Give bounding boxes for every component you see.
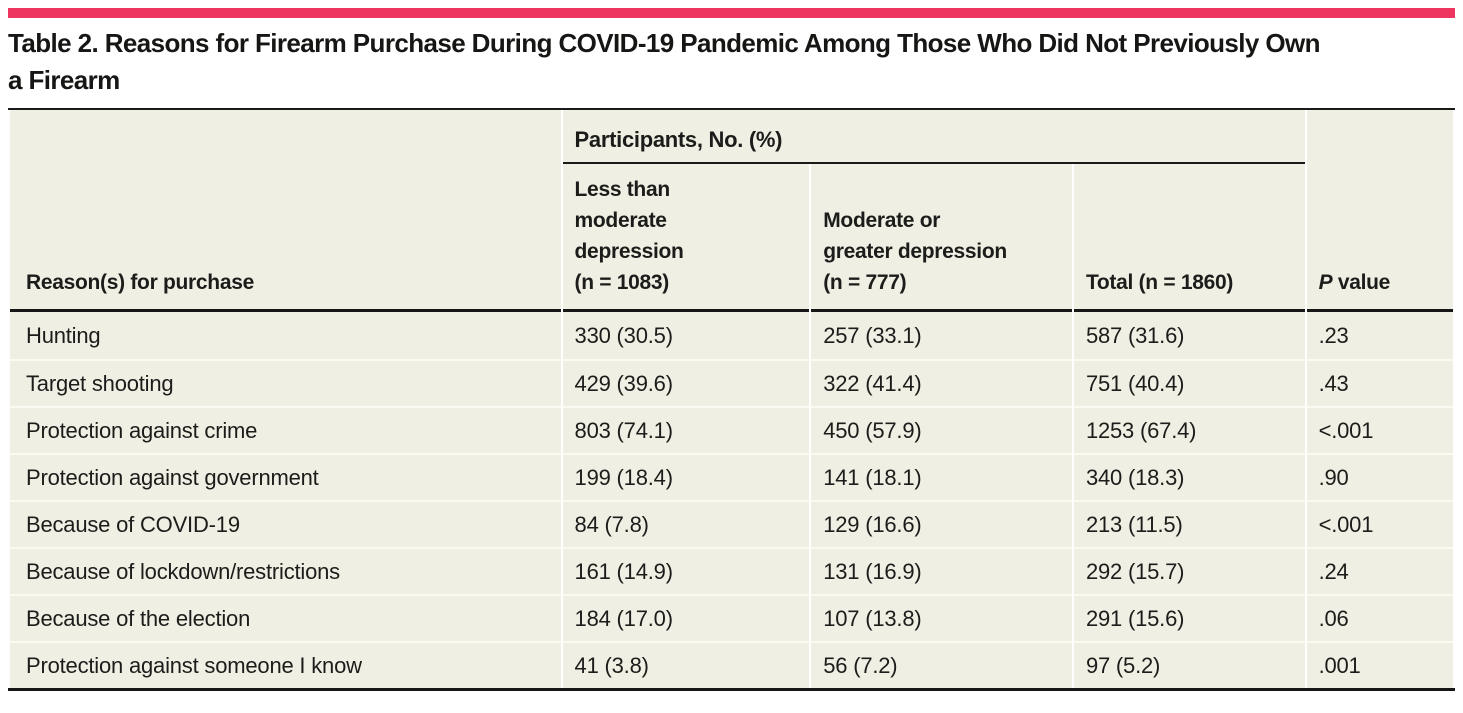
table-row: Protection against someone I know 41 (3.…: [10, 641, 1453, 688]
reason-cell: Hunting: [10, 312, 561, 359]
value-cell-moderate-or-greater: 56 (7.2): [811, 641, 1072, 688]
group-header-row: Reason(s) for purchase Participants, No.…: [10, 110, 1453, 312]
p-value-cell: <.001: [1306, 500, 1453, 547]
value-cell-total: 291 (15.6): [1073, 594, 1305, 641]
p-value-cell: .24: [1306, 547, 1453, 594]
reason-cell: Protection against someone I know: [10, 641, 561, 688]
value-cell-total: 213 (11.5): [1073, 500, 1305, 547]
table-row: Because of COVID-19 84 (7.8) 129 (16.6) …: [10, 500, 1453, 547]
value-cell-moderate-or-greater: 131 (16.9): [811, 547, 1072, 594]
p-value-cell: .001: [1306, 641, 1453, 688]
value-cell-moderate-or-greater: 450 (57.9): [811, 406, 1072, 453]
value-cell-total: 1253 (67.4): [1073, 406, 1305, 453]
value-cell-moderate-or-greater: 129 (16.6): [811, 500, 1072, 547]
value-cell-less-than-moderate: 803 (74.1): [562, 406, 810, 453]
value-cell-total: 587 (31.6): [1073, 312, 1305, 359]
value-cell-less-than-moderate: 161 (14.9): [562, 547, 810, 594]
value-cell-moderate-or-greater: 107 (13.8): [811, 594, 1072, 641]
column-header-less-than-moderate: Less than moderate depression (n = 1083): [562, 164, 810, 312]
value-cell-less-than-moderate: 41 (3.8): [562, 641, 810, 688]
column-header-moderate-or-greater: Moderate or greater depression (n = 777): [811, 164, 1072, 312]
accent-bar: [8, 8, 1455, 18]
value-cell-less-than-moderate: 84 (7.8): [562, 500, 810, 547]
reason-cell: Because of lockdown/restrictions: [10, 547, 561, 594]
reason-cell: Target shooting: [10, 359, 561, 406]
value-cell-less-than-moderate: 184 (17.0): [562, 594, 810, 641]
p-value-cell: <.001: [1306, 406, 1453, 453]
value-cell-total: 292 (15.7): [1073, 547, 1305, 594]
reason-cell: Because of the election: [10, 594, 561, 641]
table-row: Protection against government 199 (18.4)…: [10, 453, 1453, 500]
value-cell-less-than-moderate: 330 (30.5): [562, 312, 810, 359]
table-row: Hunting 330 (30.5) 257 (33.1) 587 (31.6)…: [10, 312, 1453, 359]
table-body: Hunting 330 (30.5) 257 (33.1) 587 (31.6)…: [10, 312, 1453, 688]
table-row: Because of the election 184 (17.0) 107 (…: [10, 594, 1453, 641]
reason-cell: Because of COVID-19: [10, 500, 561, 547]
reason-cell: Protection against government: [10, 453, 561, 500]
table-container: Reason(s) for purchase Participants, No.…: [8, 108, 1455, 691]
table-row: Because of lockdown/restrictions 161 (14…: [10, 547, 1453, 594]
value-cell-total: 97 (5.2): [1073, 641, 1305, 688]
table-row: Protection against crime 803 (74.1) 450 …: [10, 406, 1453, 453]
value-cell-total: 751 (40.4): [1073, 359, 1305, 406]
group-header-participants: Participants, No. (%): [562, 110, 1305, 164]
value-cell-moderate-or-greater: 322 (41.4): [811, 359, 1072, 406]
column-header-p-value: P value: [1306, 110, 1453, 312]
table-row: Target shooting 429 (39.6) 322 (41.4) 75…: [10, 359, 1453, 406]
table-header: Reason(s) for purchase Participants, No.…: [10, 110, 1453, 312]
column-header-reason: Reason(s) for purchase: [10, 110, 561, 312]
value-cell-less-than-moderate: 429 (39.6): [562, 359, 810, 406]
paper-table-figure: Table 2. Reasons for Firearm Purchase Du…: [8, 8, 1455, 691]
p-value-rest-label: value: [1337, 271, 1391, 294]
table-title: Table 2. Reasons for Firearm Purchase Du…: [8, 28, 1321, 95]
p-value-cell: .06: [1306, 594, 1453, 641]
value-cell-moderate-or-greater: 257 (33.1): [811, 312, 1072, 359]
p-value-cell: .43: [1306, 359, 1453, 406]
column-header-row: Less than moderate depression (n = 1083)…: [10, 164, 1453, 312]
value-cell-less-than-moderate: 199 (18.4): [562, 453, 810, 500]
reason-cell: Protection against crime: [10, 406, 561, 453]
value-cell-moderate-or-greater: 141 (18.1): [811, 453, 1072, 500]
reasons-for-purchase-table: Reason(s) for purchase Participants, No.…: [8, 110, 1455, 688]
p-value-italic-label: P: [1318, 271, 1333, 294]
value-cell-total: 340 (18.3): [1073, 453, 1305, 500]
p-value-cell: .23: [1306, 312, 1453, 359]
p-value-cell: .90: [1306, 453, 1453, 500]
column-header-total: Total (n = 1860): [1073, 164, 1305, 312]
